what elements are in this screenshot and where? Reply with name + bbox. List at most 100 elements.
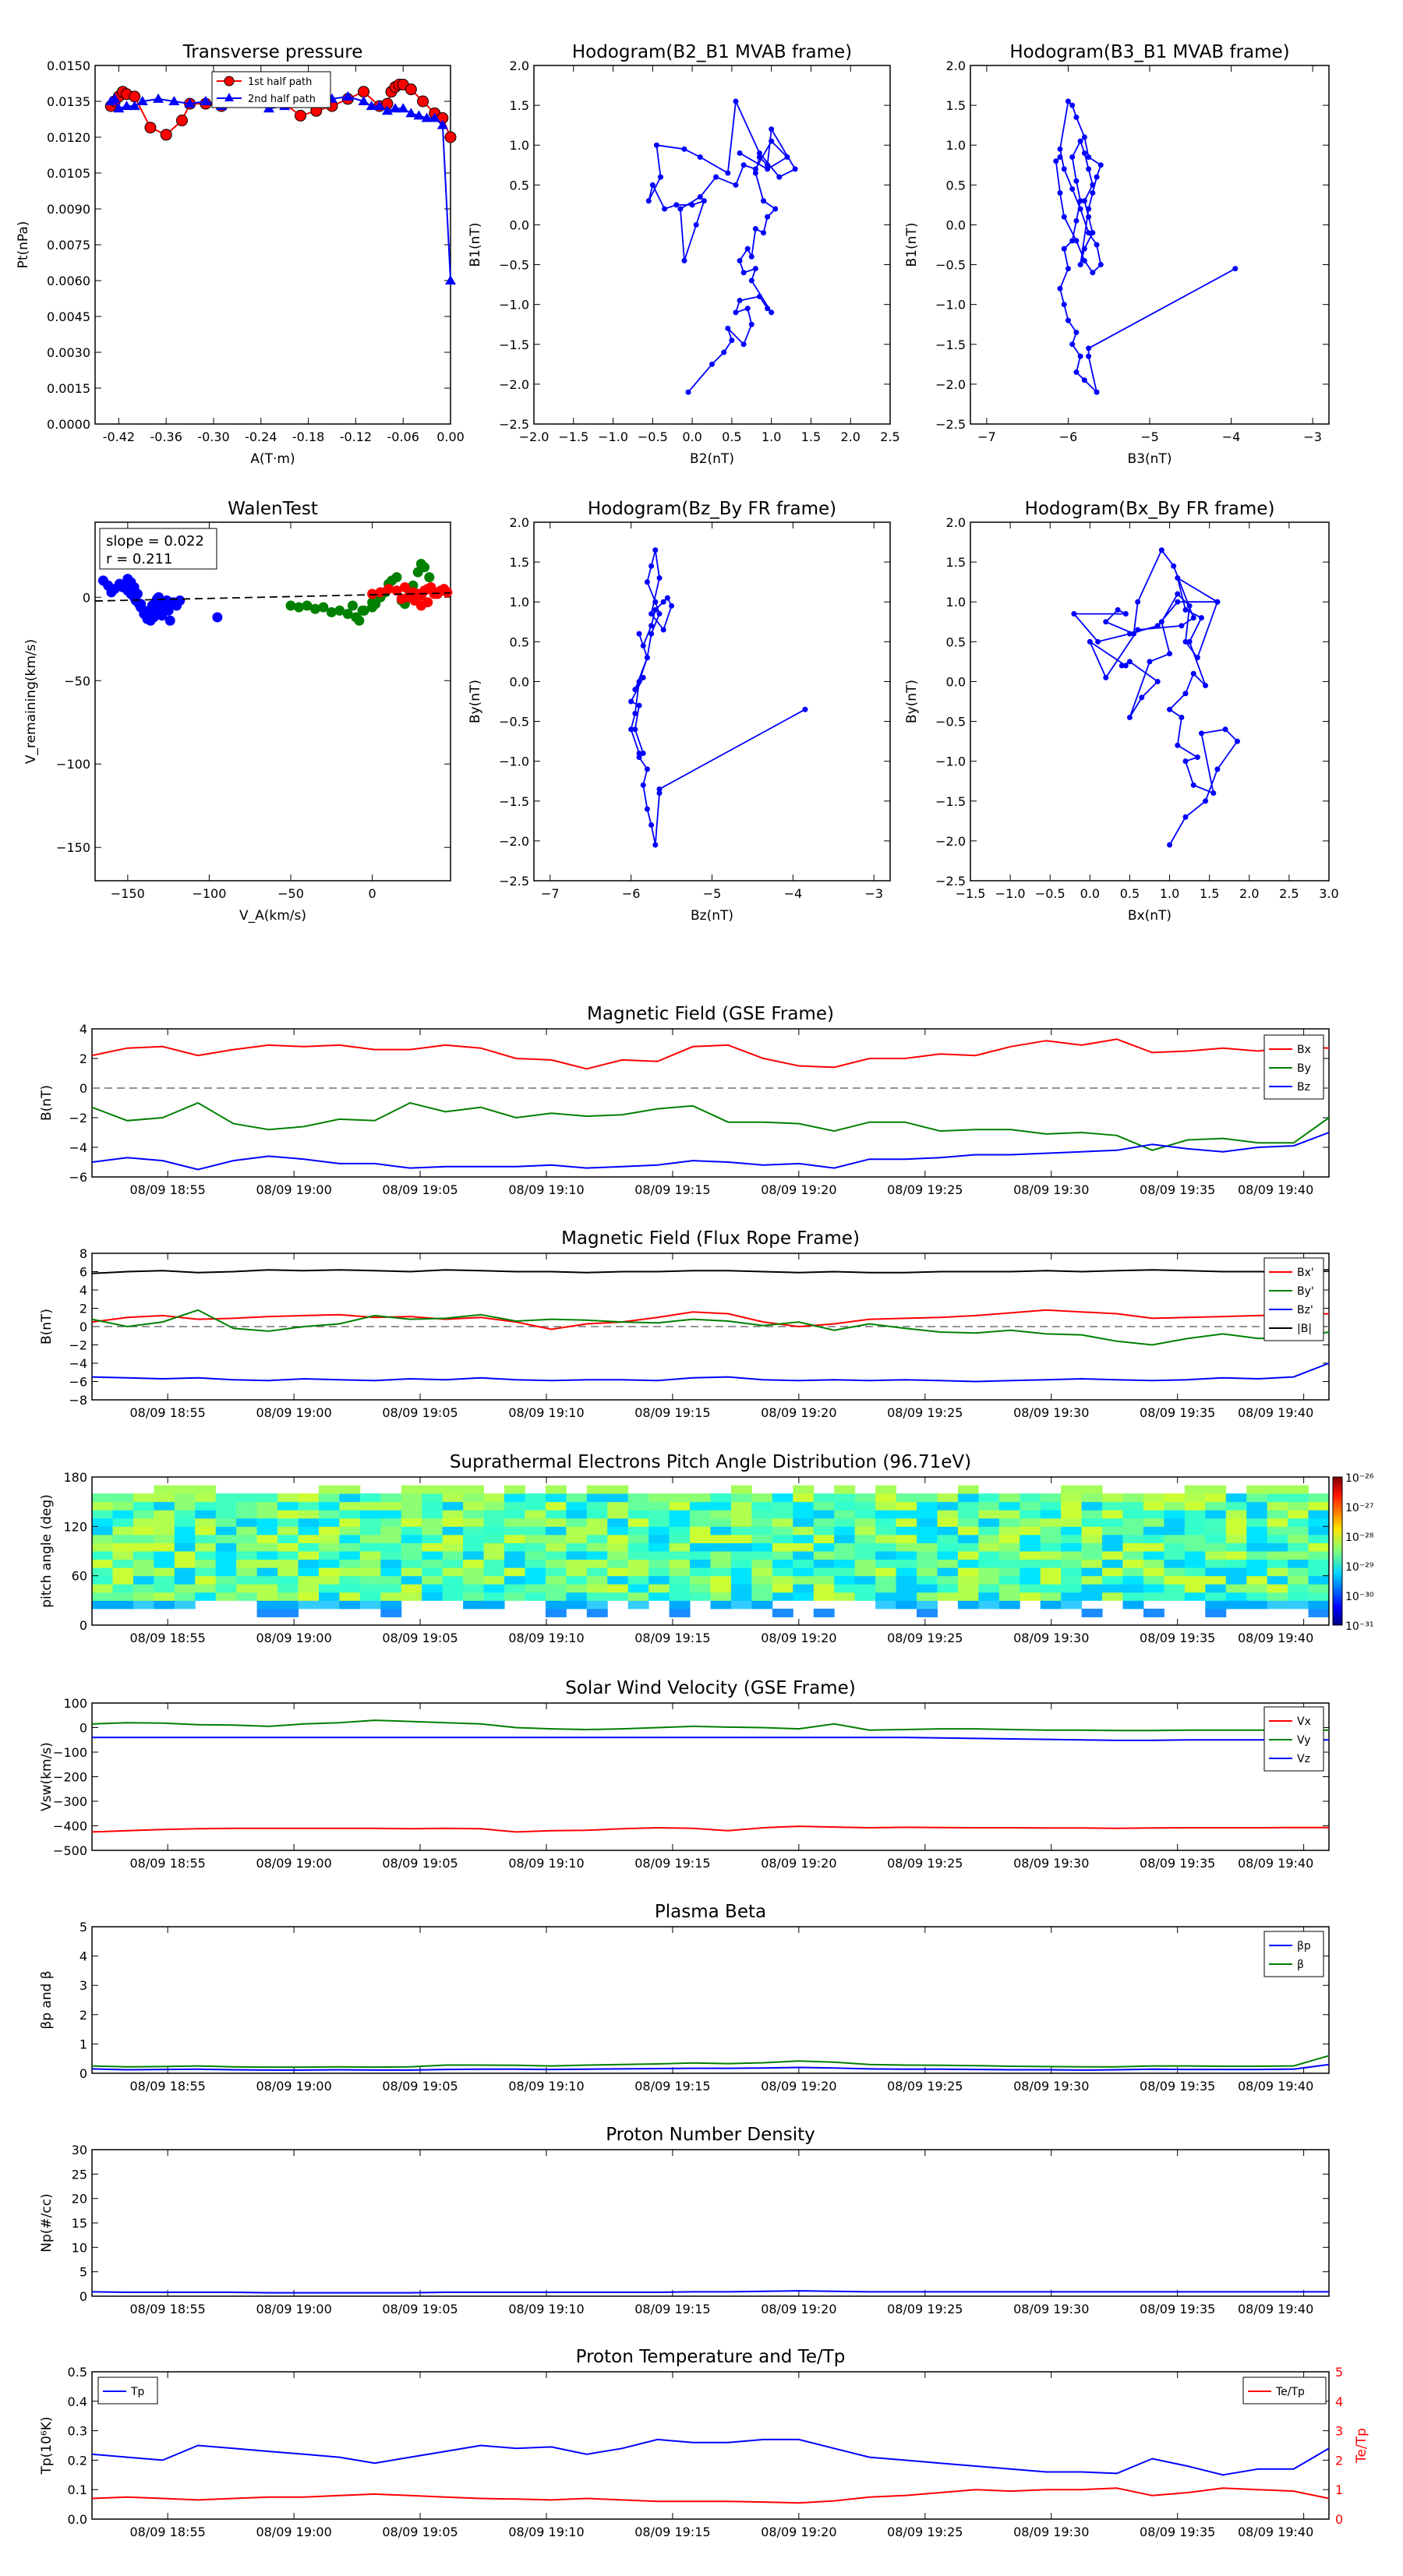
pad-cell [669,1608,691,1617]
hodo-bxby-point [1103,674,1109,680]
vsw-y-tick-label: −500 [53,1843,87,1858]
pad-cell [648,1592,670,1601]
pad-cell [834,1584,856,1593]
pad-cell [1205,1584,1227,1593]
hodo-b3b1-x-tick-label: −5 [1140,429,1159,444]
vsw-vz-line [92,1737,1329,1741]
tp-point-2nd [153,93,164,103]
tp2-y-tick-label: 0.3 [68,2424,87,2439]
pad-cell [566,1600,588,1610]
pad-cell [1308,1559,1330,1568]
pad-cell [957,1526,979,1535]
pad-x-tick-label: 08/09 19:15 [634,1631,710,1645]
pad-cell [256,1600,278,1610]
walen-point-2 [383,584,394,595]
np-x-tick-label: 08/09 19:30 [1013,2302,1089,2316]
hodo-bzby-y-tick-label: 0.5 [510,634,529,649]
pad-cell [896,1584,917,1593]
pad-cell [566,1501,588,1511]
pad-cell [627,1600,649,1610]
pad-cell [1225,1559,1247,1568]
beta-y-tick-label: 0 [80,2066,87,2081]
pad-cell [133,1559,154,1568]
pad-cell [1102,1518,1123,1527]
tp2-left-legend-label: Tp [130,2386,145,2398]
beta-x-tick-label: 08/09 19:00 [256,2079,331,2094]
pad-cell [1308,1518,1330,1527]
pad-cell [339,1592,361,1601]
tp-legend-marker [224,93,234,101]
mag-gse-legend-label: Bz [1297,1081,1310,1094]
pad-cell [730,1575,752,1585]
pad-cell [937,1551,959,1560]
hodo-b2b1-point [772,206,779,212]
pad-cell [504,1510,525,1519]
pad-cell [751,1592,773,1601]
pad-cell [1143,1518,1164,1527]
hodo-bxby-xlabel: Bx(nT) [1128,908,1172,924]
pad-cell [710,1526,732,1535]
pad-cell [256,1526,278,1535]
pad-cell [834,1534,856,1543]
tp-point-1st [294,109,306,122]
walen-r: r = 0.211 [106,551,172,567]
beta-title: Plasma Beta [655,1902,766,1922]
tp-point-2nd [429,112,440,122]
hodo-b2b1-point [769,138,775,144]
pad-cell [896,1518,917,1527]
pad-cell [669,1575,691,1585]
pad-cell [112,1542,134,1552]
tp-y-tick-label: 0.0075 [47,238,90,253]
pad-cell [648,1534,670,1543]
pad-cell [998,1567,1020,1577]
hodo-b2b1-point [740,162,747,168]
pad-cell [133,1542,154,1552]
pad-cell [854,1518,876,1527]
pad-cell [648,1510,670,1519]
hodo-b3b1-point [1073,369,1080,376]
pad-cell [1267,1559,1288,1568]
np-frame [91,2149,1330,2297]
pad-cell [937,1575,959,1585]
pad-cell [339,1584,361,1593]
pad-cell [834,1510,856,1519]
mag-gse-x-tick-label: 08/09 19:15 [634,1182,710,1197]
beta-x-tick-label: 08/09 19:30 [1013,2079,1089,2094]
tp2-x-tick-label: 08/09 19:20 [761,2525,836,2539]
hodo-b3b1-point [1090,270,1096,276]
pad-cell [793,1567,815,1577]
mag-gse-frame [91,1028,1330,1178]
mag-gse-y-tick-label: −4 [69,1140,87,1155]
pad-cell [772,1551,793,1560]
pad-cell [215,1542,237,1552]
walen-point-1 [302,600,313,611]
pad-cell [1102,1551,1123,1560]
hodo-bzby-point [656,786,663,792]
hodo-b3b1-point [1090,230,1096,236]
pad-cell [957,1485,979,1494]
np-x-tick-label: 08/09 19:35 [1140,2302,1215,2316]
pad-cell [359,1600,381,1610]
pad-cell [442,1584,464,1593]
pad-cell [298,1526,320,1535]
walen-point-1 [367,597,378,608]
hodo-bzby-xlabel: Bz(nT) [691,908,733,924]
hodo-bxby-point [1182,814,1189,820]
mag-gse-bz-line [91,1132,1330,1171]
hodo-bxby-point [1122,611,1129,617]
hodo-b3b1-y-tick-label: 2.0 [946,58,966,73]
tp-xlabel: A(T·m) [250,451,295,467]
pad-cell [318,1485,340,1494]
pad-cell [854,1551,876,1560]
pad-cell [1205,1551,1227,1560]
tp2-x-tick-label: 08/09 19:15 [634,2525,710,2539]
mag-gse-x-tick-label: 08/09 19:20 [761,1182,836,1197]
hodo-b2b1-point [709,361,715,367]
pad-cell [627,1567,649,1577]
pad-cell [690,1584,711,1593]
hodo-b3b1-y-tick-label: 0.0 [946,217,966,232]
pad-cell [463,1584,485,1593]
pad-cell [998,1501,1020,1511]
pad-cell [566,1551,588,1560]
pad-cell [607,1485,629,1494]
